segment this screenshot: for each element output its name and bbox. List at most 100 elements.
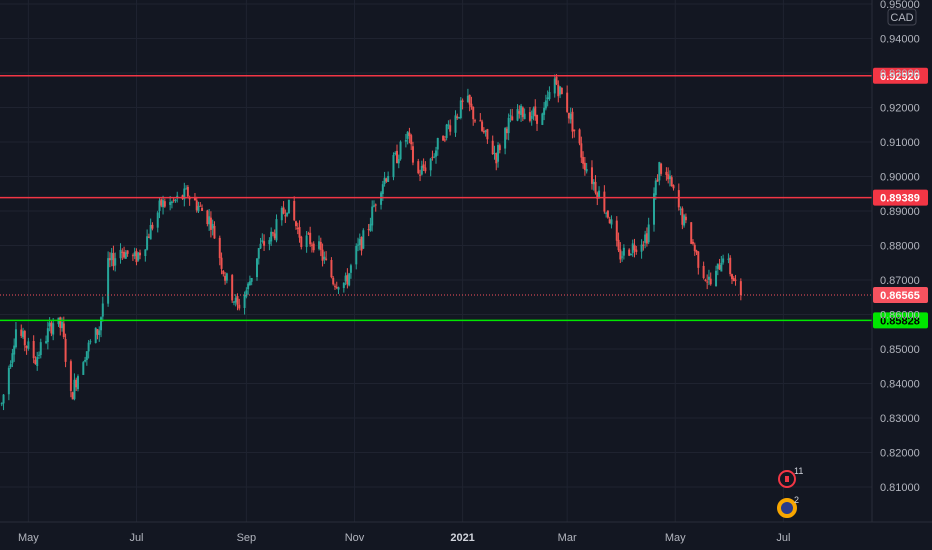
time-axis[interactable]: May Jul Sep Nov 2021 Mar May Jul (0, 521, 932, 544)
price-tick-label: 0.93000 (880, 68, 920, 80)
price-tick-label: 0.86000 (880, 310, 920, 322)
event-badge[interactable]: 2 (777, 495, 799, 518)
candle-body (61, 321, 64, 329)
time-tick-label: May (18, 532, 39, 544)
candle-body (355, 245, 358, 265)
candle-body (94, 327, 97, 343)
candle-body (358, 239, 361, 246)
candle-body (0, 403, 3, 405)
candle-body (11, 353, 14, 364)
price-tick-label: 0.94000 (880, 34, 920, 46)
candle-body (335, 286, 338, 288)
candle-body (582, 157, 585, 164)
candle-body (546, 97, 549, 100)
candle-body (566, 92, 569, 112)
candle-body (482, 131, 485, 133)
candle-body (294, 221, 297, 227)
candle-body (598, 190, 601, 199)
candle-body (665, 171, 668, 176)
candle-body (27, 341, 30, 349)
candle-body (275, 219, 278, 241)
candle-body (380, 192, 383, 205)
candle-body (511, 116, 514, 121)
candle-body (716, 263, 719, 269)
candle-body (456, 116, 459, 118)
candle-body (419, 174, 422, 176)
candle-body (50, 322, 53, 334)
price-tick-label: 0.90000 (880, 172, 920, 184)
candle-body (385, 178, 388, 182)
candle-body (312, 243, 315, 251)
candle-body (360, 237, 363, 251)
candle-body (660, 163, 663, 174)
candle-body (374, 204, 377, 206)
candle-body (52, 323, 55, 335)
candle-body (730, 274, 733, 279)
candle-body (516, 109, 519, 121)
candle-body (255, 258, 258, 278)
candle-body (108, 258, 111, 261)
candle-body (578, 129, 581, 144)
candle-body (691, 241, 694, 244)
candle-body (372, 205, 375, 207)
candle-body (162, 200, 165, 208)
candle-body (348, 273, 351, 286)
currency-label-box[interactable]: CAD (887, 8, 917, 26)
candle-body (220, 257, 223, 269)
maple-leaf-mark (785, 476, 789, 482)
candle-body (323, 256, 326, 260)
candle-body (362, 230, 365, 249)
candle-body (222, 270, 225, 275)
candle-body (392, 155, 395, 178)
candle-body (114, 258, 117, 266)
price-axis[interactable]: 0.95000 0.94000 0.93000 0.92000 0.91000 0.900… (871, 0, 920, 522)
candle-body (23, 331, 26, 346)
candle-body (330, 259, 333, 278)
candle-body (245, 290, 248, 297)
grid-lines (0, 0, 872, 522)
candle-body (381, 184, 384, 195)
candle-body (548, 91, 551, 100)
candle-body (580, 143, 583, 158)
candle-body (209, 217, 212, 230)
candle-body (280, 208, 283, 221)
candle-body (521, 107, 524, 118)
candle-body (206, 210, 209, 225)
candle-body (146, 236, 149, 250)
candle-body (683, 215, 686, 226)
candle-body (534, 106, 537, 117)
candle-body (447, 124, 450, 126)
candle-body (247, 283, 250, 290)
candle-body (656, 179, 659, 182)
candle-body (606, 210, 609, 218)
price-tick-label: 0.81000 (880, 482, 920, 494)
candle-body (530, 116, 533, 119)
price-tick-label: 0.82000 (880, 448, 920, 460)
candle-body (110, 252, 113, 261)
candle-body (22, 331, 25, 338)
candle-body (468, 94, 471, 105)
candle-body (284, 215, 287, 217)
candle-body (69, 361, 72, 391)
event-badges[interactable]: 11 2 (777, 466, 803, 518)
candle-body (261, 240, 264, 242)
candle-body (635, 249, 638, 253)
candle-body (133, 252, 136, 257)
candle-body (172, 199, 175, 201)
candle-body (449, 125, 452, 132)
candle-body (610, 219, 613, 225)
candle-body (197, 206, 200, 212)
candle-body (585, 169, 588, 172)
candle-body (286, 212, 289, 216)
candle-body (429, 158, 432, 171)
event-badge[interactable]: 11 (778, 466, 803, 488)
candle-body (722, 258, 725, 263)
candle-body (461, 100, 464, 102)
candle-body (631, 243, 634, 253)
candle-body (702, 265, 705, 279)
candle-body (371, 206, 374, 226)
candle-body (603, 191, 606, 212)
candle-body (491, 140, 494, 155)
